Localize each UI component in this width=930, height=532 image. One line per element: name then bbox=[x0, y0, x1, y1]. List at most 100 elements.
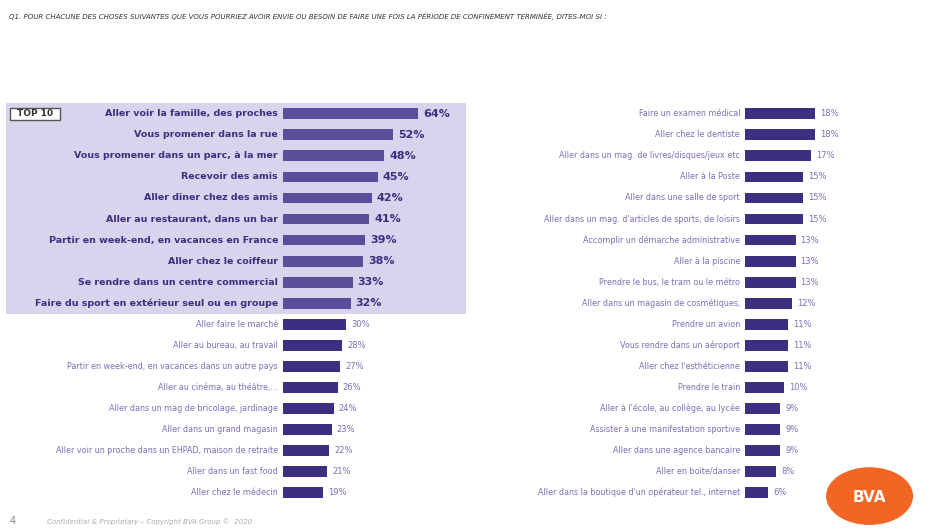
Text: 52%: 52% bbox=[398, 130, 424, 140]
Bar bbox=[283, 445, 329, 455]
Bar bbox=[283, 235, 365, 245]
Bar bbox=[745, 129, 815, 140]
Text: Aller dans un mag. d'articles de sports, de loisirs: Aller dans un mag. d'articles de sports,… bbox=[544, 214, 740, 223]
Text: 15%: 15% bbox=[808, 214, 827, 223]
Bar bbox=[745, 297, 791, 309]
Text: Aller en boite/danser: Aller en boite/danser bbox=[656, 467, 740, 476]
Text: 9%: 9% bbox=[785, 404, 798, 413]
Text: Partir en week-end, en vacances dans un autre pays: Partir en week-end, en vacances dans un … bbox=[67, 362, 278, 371]
Bar bbox=[283, 423, 331, 435]
Bar bbox=[745, 109, 815, 119]
Bar bbox=[745, 151, 811, 161]
Bar bbox=[283, 487, 323, 498]
Text: 64%: 64% bbox=[423, 109, 450, 119]
Bar bbox=[283, 277, 352, 287]
Text: Aller dans la boutique d'un opérateur tel., internet: Aller dans la boutique d'un opérateur te… bbox=[538, 487, 740, 497]
Text: 11%: 11% bbox=[792, 340, 811, 350]
Text: Aller au restaurant, dans un bar: Aller au restaurant, dans un bar bbox=[106, 214, 278, 223]
Text: 4: 4 bbox=[9, 517, 16, 526]
Text: Faire un examen médical: Faire un examen médical bbox=[639, 110, 740, 119]
Text: Aller à la piscine: Aller à la piscine bbox=[673, 256, 740, 265]
Text: Vous promener dans un parc, à la mer: Vous promener dans un parc, à la mer bbox=[74, 152, 278, 161]
Text: 28%: 28% bbox=[347, 340, 365, 350]
Bar bbox=[283, 403, 334, 413]
Text: 24%: 24% bbox=[339, 404, 357, 413]
Bar bbox=[745, 171, 804, 182]
Text: 19%: 19% bbox=[328, 488, 347, 497]
Text: Aller à la Poste: Aller à la Poste bbox=[680, 172, 740, 181]
Text: Aller dans un mag de bricolage, jardinage: Aller dans un mag de bricolage, jardinag… bbox=[109, 404, 278, 413]
Text: Aller dans une agence bancaire: Aller dans une agence bancaire bbox=[613, 446, 740, 455]
Text: 15%: 15% bbox=[808, 172, 827, 181]
FancyBboxPatch shape bbox=[10, 108, 60, 120]
Text: Confidential & Proprietary – Copyright BVA Group ©  2020: Confidential & Proprietary – Copyright B… bbox=[46, 518, 252, 525]
Text: 8%: 8% bbox=[781, 467, 794, 476]
Bar bbox=[745, 193, 804, 203]
Text: 33%: 33% bbox=[358, 277, 384, 287]
Text: Q1. POUR CHACUNE DES CHOSES SUIVANTES QUE VOUS POURRIEZ AVOIR ENVIE OU BESOIN DE: Q1. POUR CHACUNE DES CHOSES SUIVANTES QU… bbox=[9, 12, 607, 20]
Bar bbox=[745, 466, 777, 477]
Text: 27%: 27% bbox=[345, 362, 364, 371]
Text: BVA: BVA bbox=[853, 490, 886, 505]
Text: Aller diner chez des amis: Aller diner chez des amis bbox=[144, 194, 278, 203]
Bar bbox=[283, 171, 378, 182]
Text: 13%: 13% bbox=[801, 278, 819, 287]
Text: Partir en week-end, en vacances en France: Partir en week-end, en vacances en Franc… bbox=[48, 236, 278, 245]
Circle shape bbox=[827, 468, 912, 524]
Text: 26%: 26% bbox=[343, 383, 362, 392]
Text: Prendre un avion: Prendre un avion bbox=[671, 320, 740, 329]
Bar bbox=[283, 361, 340, 371]
Text: Aller au cinéma, au théâtre,...: Aller au cinéma, au théâtre,... bbox=[158, 383, 278, 392]
Text: Prendre le train: Prendre le train bbox=[678, 383, 740, 392]
Text: Aller chez l'esthéticienne: Aller chez l'esthéticienne bbox=[639, 362, 740, 371]
Text: Aller faire le marché: Aller faire le marché bbox=[195, 320, 278, 329]
Text: Aller au bureau, au travail: Aller au bureau, au travail bbox=[173, 340, 278, 350]
Text: Aller dans un mag. de livres/disques/jeux etc: Aller dans un mag. de livres/disques/jeu… bbox=[559, 152, 740, 161]
Bar bbox=[283, 381, 338, 393]
Text: Aller voir la famille, des proches: Aller voir la famille, des proches bbox=[105, 110, 278, 119]
Bar bbox=[745, 277, 795, 287]
Text: 11%: 11% bbox=[792, 320, 811, 329]
Text: 6%: 6% bbox=[774, 488, 787, 497]
Text: 42%: 42% bbox=[377, 193, 404, 203]
Bar bbox=[6, 103, 466, 313]
Text: 48%: 48% bbox=[390, 151, 416, 161]
Text: 18%: 18% bbox=[820, 130, 839, 139]
Bar bbox=[283, 213, 369, 225]
Text: 10%: 10% bbox=[789, 383, 807, 392]
Text: Aller dans un grand magasin: Aller dans un grand magasin bbox=[162, 425, 278, 434]
Text: 18%: 18% bbox=[820, 110, 839, 119]
Text: Recevoir des amis: Recevoir des amis bbox=[181, 172, 278, 181]
Text: Aller à l'école, au collège, au lycée: Aller à l'école, au collège, au lycée bbox=[600, 403, 740, 413]
Text: 21%: 21% bbox=[332, 467, 351, 476]
Bar bbox=[745, 381, 784, 393]
Bar bbox=[745, 445, 780, 455]
Text: Aller chez le coiffeur: Aller chez le coiffeur bbox=[168, 256, 278, 265]
Bar bbox=[283, 297, 351, 309]
Bar bbox=[745, 403, 780, 413]
Bar bbox=[283, 193, 372, 203]
Text: 22%: 22% bbox=[335, 446, 352, 455]
Bar bbox=[745, 423, 780, 435]
Bar bbox=[745, 339, 788, 351]
Text: Faire du sport en extérieur seul ou en groupe: Faire du sport en extérieur seul ou en g… bbox=[34, 298, 278, 308]
Text: TOP 10: TOP 10 bbox=[17, 110, 53, 119]
Bar bbox=[283, 319, 346, 329]
Bar bbox=[745, 361, 788, 371]
Text: Assister à une manifestation sportive: Assister à une manifestation sportive bbox=[590, 425, 740, 434]
Text: 9%: 9% bbox=[785, 425, 798, 434]
Text: 39%: 39% bbox=[370, 235, 397, 245]
Bar bbox=[283, 129, 392, 140]
Text: 11%: 11% bbox=[792, 362, 811, 371]
Bar bbox=[745, 319, 788, 329]
Text: Vous rendre dans un aéroport: Vous rendre dans un aéroport bbox=[620, 340, 740, 350]
Text: Accomplir un démarche administrative: Accomplir un démarche administrative bbox=[583, 235, 740, 245]
Text: 13%: 13% bbox=[801, 236, 819, 245]
Text: Aller voir un proche dans un EHPAD, maison de retraite: Aller voir un proche dans un EHPAD, mais… bbox=[56, 446, 278, 455]
Text: 45%: 45% bbox=[383, 172, 409, 182]
Bar bbox=[283, 255, 363, 267]
Text: 32%: 32% bbox=[355, 298, 382, 308]
Text: Vous promener dans la rue: Vous promener dans la rue bbox=[134, 130, 278, 139]
Text: 15%: 15% bbox=[808, 194, 827, 203]
Bar bbox=[283, 151, 384, 161]
